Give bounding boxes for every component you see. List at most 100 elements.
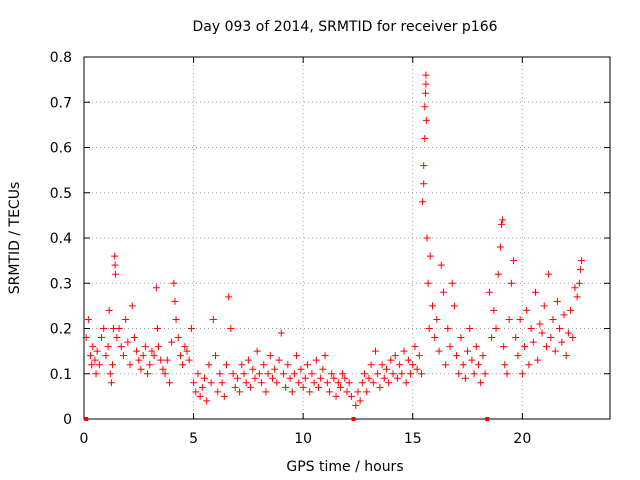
data-point	[273, 379, 281, 387]
data-point	[378, 361, 386, 369]
data-point	[426, 252, 434, 260]
data-point	[450, 302, 458, 310]
data-point	[107, 379, 115, 387]
y-tick-label: 0.8	[50, 50, 72, 66]
data-point	[135, 356, 143, 364]
data-point	[382, 365, 390, 373]
data-point	[328, 370, 336, 378]
data-point	[453, 352, 461, 360]
data-point	[365, 374, 373, 382]
data-point	[260, 361, 268, 369]
data-point	[466, 325, 474, 332]
data-point	[551, 347, 559, 355]
data-point	[334, 379, 342, 387]
data-point	[380, 374, 388, 382]
data-point	[288, 388, 296, 396]
data-point	[152, 284, 160, 292]
data-point	[181, 343, 189, 351]
data-point	[494, 270, 502, 278]
data-point	[477, 379, 485, 387]
data-point	[461, 374, 469, 382]
x-axis-label: GPS time / hours	[286, 459, 403, 475]
data-point	[549, 315, 557, 323]
x-tick-label: 10	[294, 431, 312, 447]
data-point	[170, 279, 178, 287]
data-point	[573, 293, 581, 301]
data-point	[91, 356, 99, 364]
data-point	[304, 361, 312, 369]
data-point	[361, 370, 369, 378]
data-point	[421, 103, 429, 111]
data-point	[286, 374, 294, 382]
data-point	[171, 297, 179, 305]
data-point	[448, 279, 456, 287]
data-point	[130, 334, 138, 342]
grid	[84, 57, 610, 419]
data-point	[468, 356, 476, 364]
data-point	[176, 352, 184, 360]
data-point	[319, 365, 327, 373]
data-point	[216, 370, 224, 378]
data-point	[144, 370, 152, 378]
x-tick-label: 20	[513, 431, 531, 447]
data-point	[385, 379, 393, 387]
data-point	[264, 370, 272, 378]
data-point	[153, 325, 161, 332]
y-tick-label: 0.1	[50, 367, 72, 383]
data-point	[367, 361, 375, 369]
data-point	[190, 379, 198, 387]
data-point	[183, 347, 191, 355]
data-point	[330, 374, 338, 382]
data-point	[163, 356, 171, 364]
data-point	[117, 343, 125, 351]
data-point	[233, 374, 241, 382]
data-point	[113, 334, 121, 342]
data-point	[428, 302, 436, 310]
data-point	[391, 352, 399, 360]
data-point	[492, 325, 500, 332]
data-point	[507, 279, 515, 287]
data-point	[505, 315, 513, 323]
data-point	[389, 370, 397, 378]
data-point	[271, 365, 279, 373]
y-tick-label: 0.4	[50, 231, 72, 247]
data-point	[556, 325, 564, 332]
data-point	[358, 379, 366, 387]
data-point	[290, 370, 298, 378]
data-point	[102, 352, 110, 360]
data-point	[146, 361, 154, 369]
data-point	[155, 343, 163, 351]
data-point	[464, 347, 472, 355]
y-tick-label: 0.7	[50, 95, 72, 111]
y-tick-label: 0.2	[50, 322, 72, 338]
x-tick-label: 15	[404, 431, 422, 447]
data-point	[336, 383, 344, 391]
data-point	[89, 343, 97, 351]
data-point	[268, 374, 276, 382]
data-point	[168, 338, 176, 346]
data-point	[422, 71, 430, 79]
data-point	[104, 343, 112, 351]
data-point	[545, 270, 553, 278]
data-point	[341, 374, 349, 382]
data-point	[282, 383, 290, 391]
data-point	[421, 134, 429, 142]
data-point	[321, 352, 329, 360]
data-point	[157, 356, 165, 364]
data-point	[396, 361, 404, 369]
data-point	[128, 302, 136, 310]
data-point	[498, 220, 506, 228]
data-point	[141, 343, 149, 351]
data-point	[161, 370, 169, 378]
y-tick-labels: 0 0.1 0.2 0.3 0.4 0.5 0.6 0.7 0.8	[50, 50, 72, 428]
data-point	[185, 356, 193, 364]
data-point	[481, 370, 489, 378]
data-point	[420, 180, 428, 188]
data-point	[133, 347, 141, 355]
data-point	[420, 162, 428, 170]
data-point	[351, 417, 356, 421]
data-point	[111, 261, 119, 269]
data-point	[148, 347, 156, 355]
data-point	[112, 270, 120, 278]
